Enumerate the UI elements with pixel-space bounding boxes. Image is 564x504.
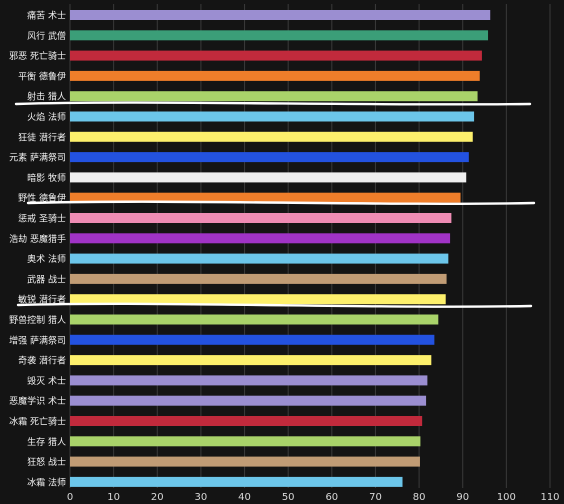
x-tick-label: 70 [369, 492, 382, 503]
category-label: 野性 德鲁伊 [18, 192, 66, 204]
x-tick-label: 10 [107, 492, 120, 503]
category-label: 惩戒 圣骑士 [18, 213, 66, 225]
bar [70, 294, 446, 305]
bar [70, 476, 403, 487]
x-axis-tick-labels: 0 10 20 30 40 50 60 70 80 90 100 110 [67, 492, 560, 503]
x-tick-label: 40 [238, 492, 251, 503]
category-label: 生存 猎人 [27, 436, 66, 448]
bars-layer [70, 10, 491, 487]
x-tick-label: 80 [413, 492, 426, 503]
x-tick-label: 50 [282, 492, 295, 503]
grid-layer [69, 4, 551, 488]
category-label: 狂怒 战士 [27, 456, 66, 468]
category-label: 冰霜 死亡骑士 [9, 416, 66, 428]
bar [70, 192, 461, 203]
category-label: 射击 猎人 [27, 91, 66, 103]
bar [70, 172, 467, 183]
hand-drawn-underline-stroke [26, 200, 536, 205]
hand-drawn-underline-stroke [14, 101, 532, 106]
category-label: 火焰 法师 [27, 111, 66, 123]
category-label: 浩劫 恶魔猎手 [9, 233, 66, 245]
hand-drawn-underline-stroke [16, 302, 533, 308]
category-label: 增强 萨满祭司 [9, 334, 66, 346]
category-label: 痛苦 术士 [27, 10, 66, 22]
category-label: 恶魔学识 术士 [9, 395, 66, 407]
x-tick-label: 110 [540, 492, 559, 503]
bar [70, 253, 449, 264]
category-label: 邪恶 死亡骑士 [9, 50, 66, 62]
category-label: 暗影 牧师 [27, 172, 66, 184]
x-tick-label: 60 [325, 492, 338, 503]
bar [70, 416, 423, 426]
bar [70, 314, 439, 325]
category-label: 敏锐 潜行者 [18, 294, 66, 306]
x-tick-label: 30 [195, 492, 208, 503]
bar [70, 91, 478, 102]
bar [70, 355, 432, 366]
category-label: 风行 武僧 [27, 30, 66, 42]
bar [70, 70, 480, 81]
bar [70, 395, 427, 406]
category-label: 平衡 德鲁伊 [18, 70, 66, 82]
x-tick-label: 0 [67, 492, 73, 503]
category-label: 狂徒 潜行者 [18, 131, 66, 143]
x-tick-label: 20 [151, 492, 164, 503]
bar [70, 50, 482, 61]
x-tick-label: 90 [456, 492, 469, 503]
bar [70, 456, 420, 467]
category-label: 奇袭 潜行者 [18, 355, 66, 367]
bar [70, 30, 489, 41]
category-label: 毁灭 术士 [27, 375, 66, 387]
bar [70, 10, 491, 20]
category-label: 武器 战士 [27, 273, 66, 285]
category-label: 野兽控制 猎人 [9, 314, 66, 326]
category-label: 元素 萨满祭司 [9, 152, 66, 164]
bar [70, 436, 421, 447]
bar [70, 233, 451, 244]
category-label: 奥术 法师 [27, 253, 66, 265]
bar [70, 152, 469, 163]
bar [70, 375, 428, 386]
bar [70, 273, 447, 284]
bar [70, 334, 435, 345]
bar [70, 131, 473, 142]
bar [70, 111, 475, 122]
x-tick-label: 100 [497, 492, 516, 503]
annotation-layer [14, 101, 536, 308]
bar [70, 213, 452, 223]
category-label: 冰霜 法师 [27, 476, 66, 488]
